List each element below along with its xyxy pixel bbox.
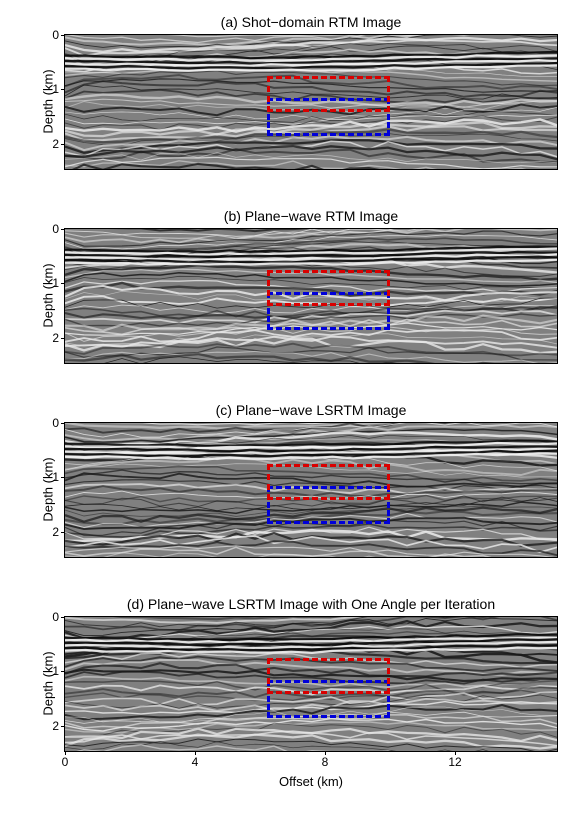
ytick-label: 0	[52, 28, 65, 42]
ylabel-c: Depth (km)	[41, 457, 56, 521]
panel-title-a: (a) Shot−domain RTM Image	[64, 14, 558, 30]
ylabel-a: Depth (km)	[41, 69, 56, 133]
ytick-label: 2	[52, 331, 65, 345]
red-box-a	[267, 76, 391, 112]
red-box-d	[267, 658, 391, 694]
xtick-label: 4	[192, 751, 199, 769]
xtick-label: 8	[322, 751, 329, 769]
ytick-label: 2	[52, 525, 65, 539]
ytick-label: 0	[52, 222, 65, 236]
ytick-label: 2	[52, 719, 65, 733]
xlabel: Offset (km)	[64, 774, 558, 789]
red-box-c	[267, 464, 391, 500]
ytick-label: 0	[52, 610, 65, 624]
panel-title-c: (c) Plane−wave LSRTM Image	[64, 402, 558, 418]
ylabel-d: Depth (km)	[41, 651, 56, 715]
ylabel-b: Depth (km)	[41, 263, 56, 327]
xtick-label: 0	[62, 751, 69, 769]
xtick-label: 12	[448, 751, 461, 769]
panel-title-b: (b) Plane−wave RTM Image	[64, 208, 558, 224]
plot-area-c: 012	[64, 422, 558, 558]
plot-area-b: 012	[64, 228, 558, 364]
ytick-label: 2	[52, 137, 65, 151]
panel-title-d: (d) Plane−wave LSRTM Image with One Angl…	[64, 596, 558, 612]
ytick-label: 0	[52, 416, 65, 430]
red-box-b	[267, 270, 391, 306]
plot-area-a: 012	[64, 34, 558, 170]
plot-area-d: 01204812	[64, 616, 558, 752]
